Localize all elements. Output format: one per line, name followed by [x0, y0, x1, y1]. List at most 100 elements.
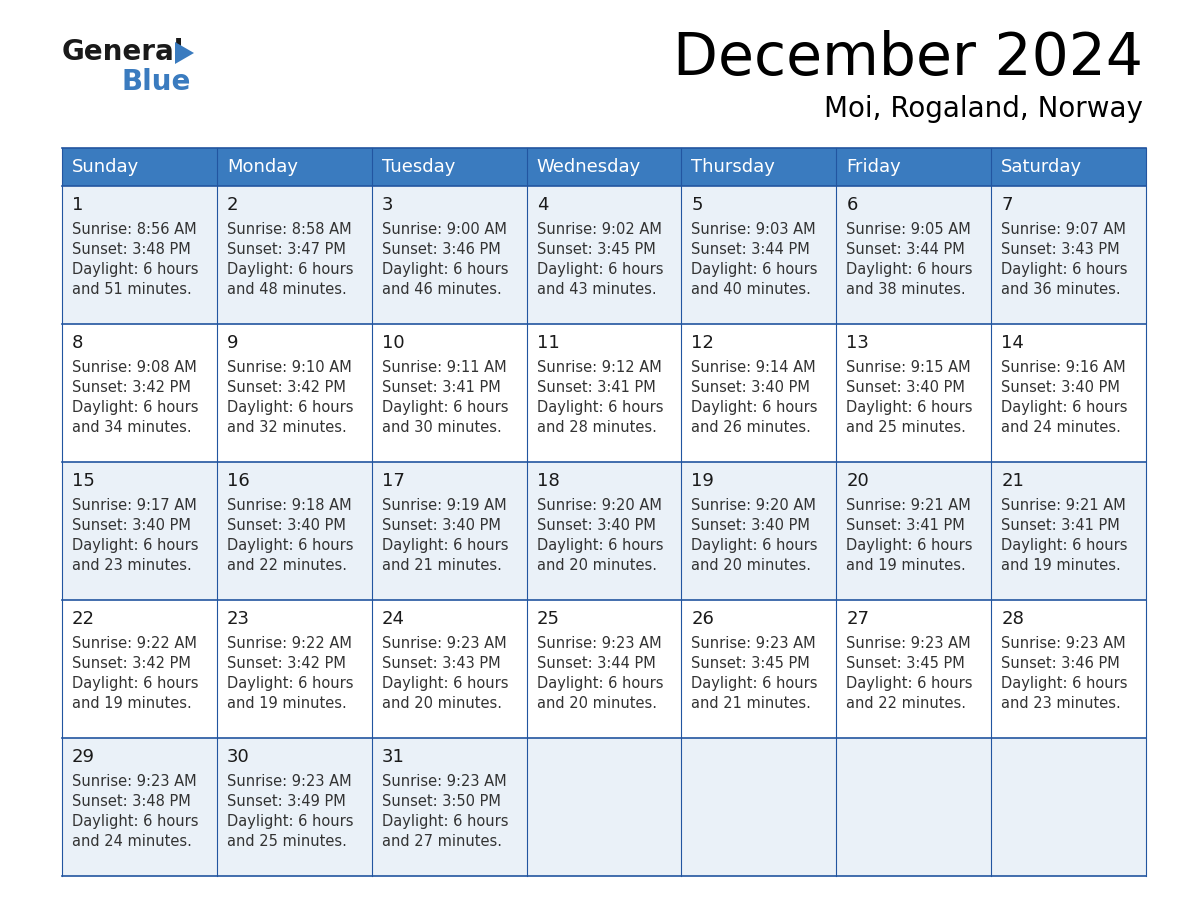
Text: 27: 27 — [846, 610, 870, 628]
Text: and 20 minutes.: and 20 minutes. — [691, 558, 811, 573]
Text: Sunrise: 9:10 AM: Sunrise: 9:10 AM — [227, 360, 352, 375]
Text: Daylight: 6 hours: Daylight: 6 hours — [72, 676, 198, 691]
Text: 7: 7 — [1001, 196, 1012, 214]
Text: 13: 13 — [846, 334, 870, 352]
Text: and 19 minutes.: and 19 minutes. — [1001, 558, 1121, 573]
Text: 31: 31 — [381, 748, 405, 766]
Bar — [62, 462, 1146, 600]
Text: Sunrise: 9:17 AM: Sunrise: 9:17 AM — [72, 498, 197, 513]
Text: Thursday: Thursday — [691, 158, 776, 176]
Text: Sunset: 3:40 PM: Sunset: 3:40 PM — [691, 380, 810, 395]
Text: 17: 17 — [381, 472, 405, 490]
Text: December 2024: December 2024 — [672, 30, 1143, 87]
Text: Sunset: 3:49 PM: Sunset: 3:49 PM — [227, 794, 346, 809]
Text: Daylight: 6 hours: Daylight: 6 hours — [537, 538, 663, 553]
Text: Sunrise: 9:16 AM: Sunrise: 9:16 AM — [1001, 360, 1126, 375]
Text: Friday: Friday — [846, 158, 901, 176]
Text: Sunrise: 9:21 AM: Sunrise: 9:21 AM — [846, 498, 971, 513]
Text: Sunrise: 9:23 AM: Sunrise: 9:23 AM — [1001, 636, 1126, 651]
Text: 26: 26 — [691, 610, 714, 628]
Text: Daylight: 6 hours: Daylight: 6 hours — [1001, 262, 1127, 277]
Text: Moi, Rogaland, Norway: Moi, Rogaland, Norway — [824, 95, 1143, 123]
Text: Sunset: 3:47 PM: Sunset: 3:47 PM — [227, 242, 346, 257]
Text: and 19 minutes.: and 19 minutes. — [72, 696, 191, 711]
Text: 21: 21 — [1001, 472, 1024, 490]
Text: Daylight: 6 hours: Daylight: 6 hours — [227, 676, 353, 691]
Text: Daylight: 6 hours: Daylight: 6 hours — [227, 538, 353, 553]
Text: Sunset: 3:48 PM: Sunset: 3:48 PM — [72, 242, 191, 257]
Text: Daylight: 6 hours: Daylight: 6 hours — [381, 814, 508, 829]
Text: Daylight: 6 hours: Daylight: 6 hours — [381, 262, 508, 277]
Text: General: General — [62, 38, 184, 66]
Text: Sunrise: 9:23 AM: Sunrise: 9:23 AM — [691, 636, 816, 651]
Text: and 48 minutes.: and 48 minutes. — [227, 282, 347, 297]
Text: Sunset: 3:42 PM: Sunset: 3:42 PM — [227, 380, 346, 395]
Text: 14: 14 — [1001, 334, 1024, 352]
Text: Daylight: 6 hours: Daylight: 6 hours — [1001, 400, 1127, 415]
Text: and 20 minutes.: and 20 minutes. — [537, 558, 657, 573]
Text: 6: 6 — [846, 196, 858, 214]
Text: and 27 minutes.: and 27 minutes. — [381, 834, 501, 849]
Text: 5: 5 — [691, 196, 703, 214]
Text: 23: 23 — [227, 610, 249, 628]
Bar — [62, 148, 1146, 186]
Text: Daylight: 6 hours: Daylight: 6 hours — [846, 400, 973, 415]
Text: and 23 minutes.: and 23 minutes. — [1001, 696, 1121, 711]
Text: Daylight: 6 hours: Daylight: 6 hours — [537, 676, 663, 691]
Text: 30: 30 — [227, 748, 249, 766]
Text: Sunset: 3:41 PM: Sunset: 3:41 PM — [537, 380, 656, 395]
Text: Tuesday: Tuesday — [381, 158, 455, 176]
Text: Daylight: 6 hours: Daylight: 6 hours — [72, 538, 198, 553]
Text: and 22 minutes.: and 22 minutes. — [227, 558, 347, 573]
Text: Daylight: 6 hours: Daylight: 6 hours — [72, 262, 198, 277]
Text: Sunset: 3:46 PM: Sunset: 3:46 PM — [1001, 656, 1120, 671]
Text: Sunset: 3:48 PM: Sunset: 3:48 PM — [72, 794, 191, 809]
Text: 1: 1 — [72, 196, 83, 214]
Text: Daylight: 6 hours: Daylight: 6 hours — [537, 262, 663, 277]
Text: Sunrise: 9:11 AM: Sunrise: 9:11 AM — [381, 360, 506, 375]
Text: Daylight: 6 hours: Daylight: 6 hours — [846, 538, 973, 553]
Text: Daylight: 6 hours: Daylight: 6 hours — [691, 262, 817, 277]
Text: Daylight: 6 hours: Daylight: 6 hours — [381, 538, 508, 553]
Text: and 51 minutes.: and 51 minutes. — [72, 282, 191, 297]
Text: Sunset: 3:44 PM: Sunset: 3:44 PM — [691, 242, 810, 257]
Text: Sunrise: 9:02 AM: Sunrise: 9:02 AM — [537, 222, 662, 237]
Text: Daylight: 6 hours: Daylight: 6 hours — [537, 400, 663, 415]
Text: Sunrise: 9:23 AM: Sunrise: 9:23 AM — [537, 636, 662, 651]
Text: Sunrise: 9:22 AM: Sunrise: 9:22 AM — [227, 636, 352, 651]
Text: Sunset: 3:42 PM: Sunset: 3:42 PM — [72, 656, 191, 671]
Text: and 34 minutes.: and 34 minutes. — [72, 420, 191, 435]
Polygon shape — [175, 42, 194, 64]
Text: and 28 minutes.: and 28 minutes. — [537, 420, 657, 435]
Text: 11: 11 — [537, 334, 560, 352]
Text: and 38 minutes.: and 38 minutes. — [846, 282, 966, 297]
Text: 9: 9 — [227, 334, 239, 352]
Text: 22: 22 — [72, 610, 95, 628]
Text: Sunrise: 9:12 AM: Sunrise: 9:12 AM — [537, 360, 662, 375]
Text: and 19 minutes.: and 19 minutes. — [227, 696, 347, 711]
Text: 4: 4 — [537, 196, 548, 214]
Text: Daylight: 6 hours: Daylight: 6 hours — [691, 400, 817, 415]
Text: 19: 19 — [691, 472, 714, 490]
Text: Wednesday: Wednesday — [537, 158, 640, 176]
Text: Daylight: 6 hours: Daylight: 6 hours — [381, 676, 508, 691]
Text: and 20 minutes.: and 20 minutes. — [381, 696, 501, 711]
Text: Sunrise: 9:20 AM: Sunrise: 9:20 AM — [537, 498, 662, 513]
Text: Blue: Blue — [122, 68, 191, 96]
Text: Sunrise: 9:20 AM: Sunrise: 9:20 AM — [691, 498, 816, 513]
Text: Sunrise: 9:23 AM: Sunrise: 9:23 AM — [846, 636, 971, 651]
Text: and 25 minutes.: and 25 minutes. — [227, 834, 347, 849]
Text: 8: 8 — [72, 334, 83, 352]
Bar — [62, 324, 1146, 462]
Text: Sunset: 3:44 PM: Sunset: 3:44 PM — [537, 656, 656, 671]
Text: and 24 minutes.: and 24 minutes. — [1001, 420, 1121, 435]
Text: and 21 minutes.: and 21 minutes. — [381, 558, 501, 573]
Text: Sunrise: 9:23 AM: Sunrise: 9:23 AM — [381, 636, 506, 651]
Text: Sunset: 3:41 PM: Sunset: 3:41 PM — [1001, 518, 1120, 533]
Text: and 24 minutes.: and 24 minutes. — [72, 834, 192, 849]
Text: and 40 minutes.: and 40 minutes. — [691, 282, 811, 297]
Text: Daylight: 6 hours: Daylight: 6 hours — [691, 538, 817, 553]
Text: Sunset: 3:43 PM: Sunset: 3:43 PM — [381, 656, 500, 671]
Text: Daylight: 6 hours: Daylight: 6 hours — [72, 814, 198, 829]
Text: and 46 minutes.: and 46 minutes. — [381, 282, 501, 297]
